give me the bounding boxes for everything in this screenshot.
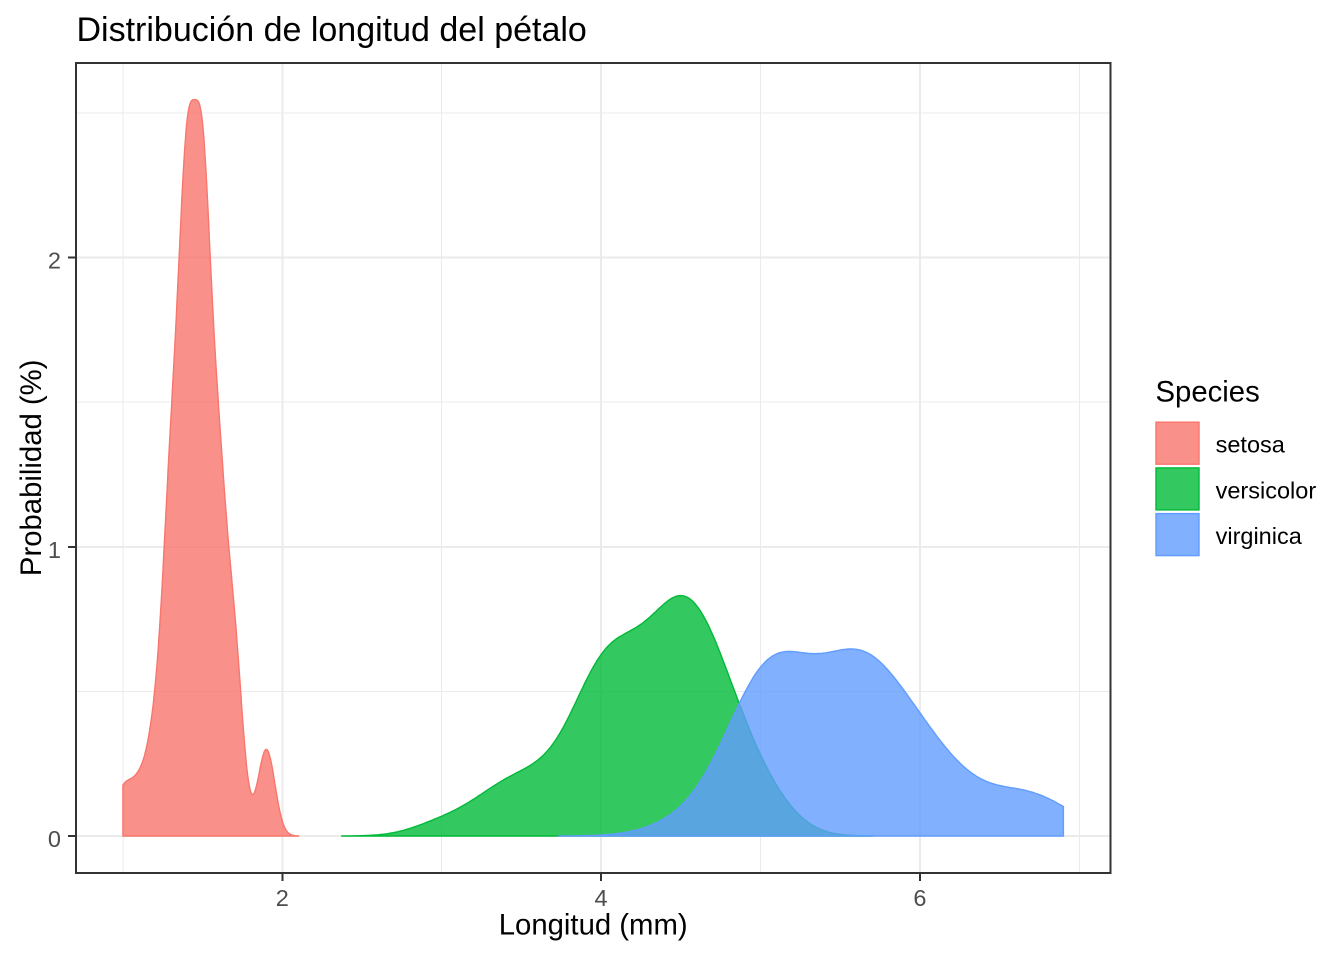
svg-text:Longitud (mm): Longitud (mm) bbox=[499, 909, 688, 942]
svg-text:Distribución de longitud del p: Distribución de longitud del pétalo bbox=[77, 11, 587, 49]
svg-text:Species: Species bbox=[1156, 376, 1260, 409]
svg-text:setosa: setosa bbox=[1216, 432, 1286, 458]
svg-text:versicolor: versicolor bbox=[1216, 477, 1317, 503]
svg-text:6: 6 bbox=[913, 885, 926, 911]
svg-text:Probabilidad (%): Probabilidad (%) bbox=[15, 360, 48, 577]
svg-text:2: 2 bbox=[48, 248, 61, 274]
svg-text:2: 2 bbox=[276, 885, 289, 911]
svg-text:virginica: virginica bbox=[1216, 523, 1303, 549]
svg-text:0: 0 bbox=[48, 826, 61, 852]
svg-text:4: 4 bbox=[595, 885, 608, 911]
svg-text:1: 1 bbox=[48, 537, 61, 563]
